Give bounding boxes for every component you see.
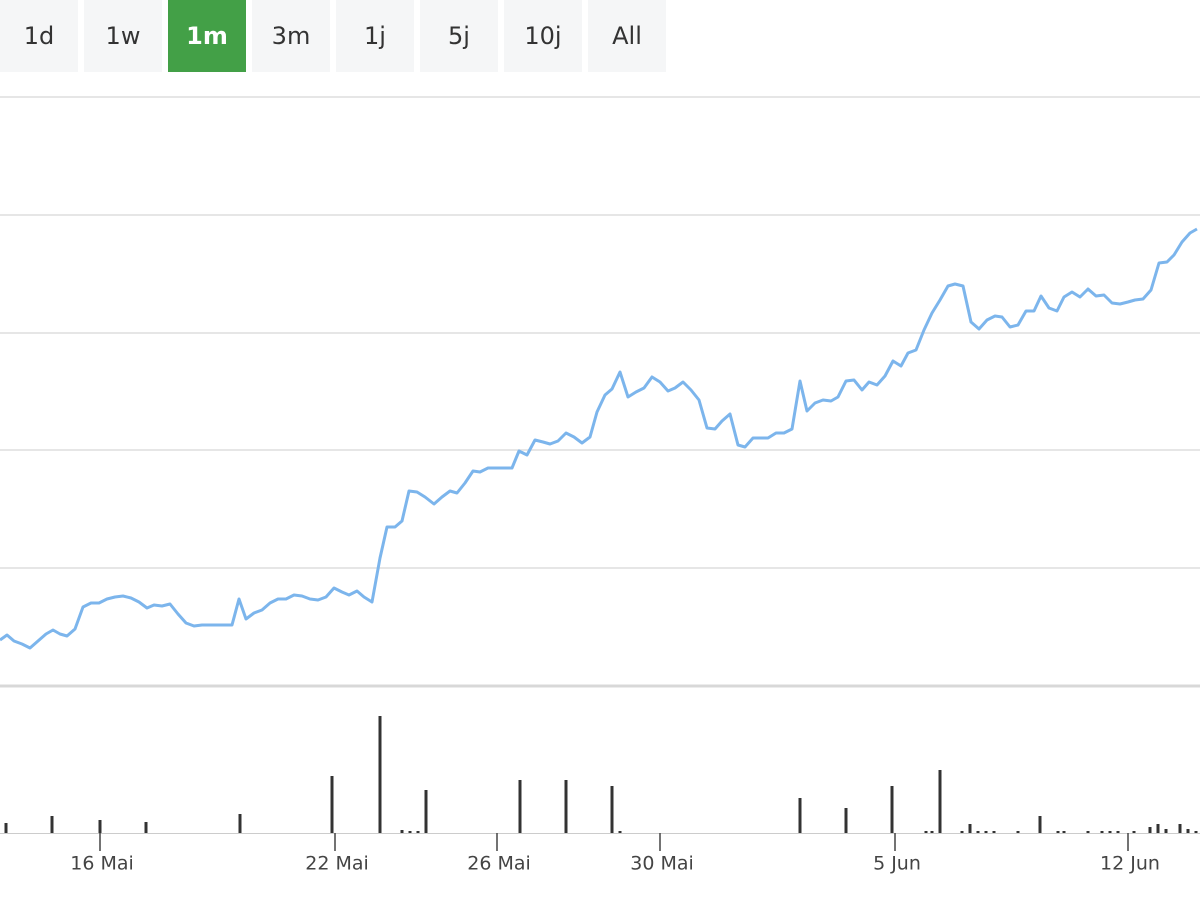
volume-bar: [1156, 824, 1160, 833]
range-button[interactable]: 10j: [504, 0, 582, 72]
x-tick-label: 22 Mai: [305, 853, 369, 875]
volume-bar: [416, 831, 420, 833]
range-button[interactable]: All: [588, 0, 666, 72]
x-tick-label: 26 Mai: [467, 853, 531, 875]
x-tick-label: 30 Mai: [630, 853, 694, 875]
volume-bar: [1164, 829, 1168, 833]
volume-bar: [610, 786, 614, 833]
volume-bar: [1194, 831, 1198, 833]
volume-bar: [960, 831, 964, 833]
volume-bar: [798, 798, 802, 833]
volume-bar: [924, 831, 928, 833]
range-button[interactable]: 3m: [252, 0, 330, 72]
volume-bar: [1062, 831, 1066, 833]
volume-bar: [984, 831, 988, 833]
range-button[interactable]: 1d: [0, 0, 78, 72]
volume-bar: [844, 808, 848, 833]
volume-bar: [408, 831, 412, 833]
volume-bar: [144, 822, 148, 833]
volume-bar: [968, 824, 972, 833]
volume-bar: [1178, 824, 1182, 833]
volume-bar: [378, 716, 382, 833]
volume-bar: [618, 831, 622, 833]
volume-bar: [330, 776, 334, 833]
volume-bar: [890, 786, 894, 833]
volume-bar: [518, 780, 522, 833]
volume-bar: [1132, 831, 1136, 833]
price-line: [0, 227, 1198, 650]
volume-bar: [1100, 831, 1104, 833]
volume-bar: [1086, 831, 1090, 833]
volume-bar: [976, 831, 980, 833]
x-tick-label: 16 Mai: [70, 853, 134, 875]
range-button[interactable]: 1w: [84, 0, 162, 72]
volume-bar: [564, 780, 568, 833]
volume-bar: [930, 831, 934, 833]
volume-bar: [98, 820, 102, 833]
volume-bar: [238, 814, 242, 833]
volume-bar: [424, 790, 428, 833]
volume-bar: [1186, 829, 1190, 833]
volume-bar: [1108, 831, 1112, 833]
range-button[interactable]: 1j: [336, 0, 414, 72]
volume-bar: [1116, 831, 1120, 833]
volume-bar: [938, 770, 942, 833]
volume-bar: [1148, 827, 1152, 833]
volume-bar: [400, 830, 404, 833]
range-button[interactable]: 1m: [168, 0, 246, 72]
volume-bar: [1016, 831, 1020, 833]
volume-bar: [1038, 816, 1042, 833]
volume-bar: [4, 823, 8, 833]
range-button[interactable]: 5j: [420, 0, 498, 72]
volume-bar: [1056, 831, 1060, 833]
volume-bar: [50, 816, 54, 833]
x-tick-label: 5 Jun: [873, 853, 921, 875]
volume-bar: [992, 831, 996, 833]
x-tick-label: 12 Jun: [1100, 853, 1160, 875]
